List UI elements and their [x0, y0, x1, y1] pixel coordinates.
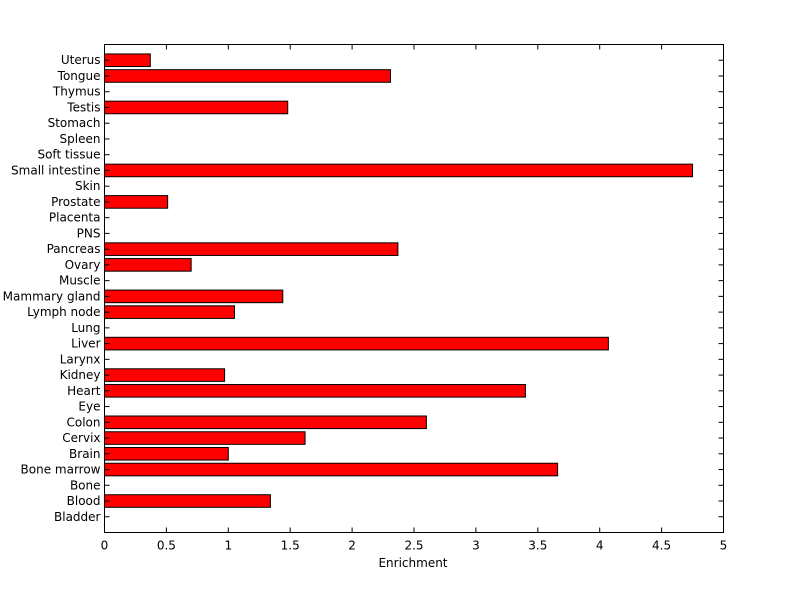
y-tick-label: Liver: [71, 337, 101, 351]
y-tick-label: Pancreas: [47, 242, 101, 256]
x-tick-label: 3: [472, 539, 480, 553]
y-tick-label: Small intestine: [11, 163, 100, 177]
bar: [104, 100, 289, 115]
y-tick-label: Testis: [66, 100, 100, 114]
x-tick-label: 5: [720, 539, 728, 553]
y-tick-label: Placenta: [49, 211, 101, 225]
y-tick-label: Spleen: [60, 132, 101, 146]
x-tick-label: 2.5: [404, 539, 423, 553]
y-tick-label: Brain: [69, 447, 100, 461]
y-tick-label: PNS: [77, 226, 101, 240]
y-tick-label: Larynx: [60, 352, 101, 366]
y-tick-label: Bone: [70, 478, 101, 492]
x-axis-label: Enrichment: [378, 556, 447, 570]
y-tick-label: Muscle: [59, 274, 101, 288]
x-tick-label: 1: [224, 539, 232, 553]
bar: [104, 305, 235, 319]
x-tick-label: 3.5: [528, 539, 547, 553]
x-tick-label: 4.5: [652, 539, 671, 553]
bar: [104, 494, 271, 508]
x-tick-label: 0.5: [157, 539, 176, 553]
y-tick-label: Tongue: [57, 69, 101, 83]
x-tick-label: 4: [596, 539, 604, 553]
bar: [104, 462, 559, 477]
y-tick-label: Soft tissue: [37, 148, 100, 162]
bar: [104, 336, 609, 351]
x-tick-label: 0: [101, 539, 109, 553]
y-tick-label: Colon: [66, 415, 100, 429]
x-tick-label: 2: [348, 539, 356, 553]
x-tick-label: 1.5: [281, 539, 300, 553]
y-tick-label: Ovary: [65, 258, 101, 272]
bar: [104, 242, 399, 256]
y-tick-label: Uterus: [61, 53, 101, 67]
bar: [104, 195, 169, 209]
bar: [104, 289, 284, 304]
bar: [104, 163, 694, 178]
bar: [104, 69, 391, 83]
bar: [104, 258, 192, 272]
bar: [104, 53, 151, 68]
y-tick-label: Kidney: [60, 368, 101, 382]
y-tick-label: Skin: [75, 179, 101, 193]
y-tick-label: Bone marrow: [21, 463, 101, 477]
y-tick-label: Heart: [67, 384, 101, 398]
bar: [104, 384, 526, 398]
y-tick-label: Prostate: [51, 195, 100, 209]
y-tick-label: Blood: [67, 494, 101, 508]
y-tick-label: Lung: [71, 321, 100, 335]
y-tick-label: Lymph node: [27, 305, 100, 319]
y-tick-label: Mammary gland: [3, 289, 101, 303]
y-tick-label: Thymus: [52, 85, 101, 99]
y-tick-label: Eye: [78, 400, 100, 414]
bar: [104, 431, 306, 445]
y-tick-label: Cervix: [62, 431, 100, 445]
bar: [104, 368, 226, 382]
bars-layer: [104, 53, 694, 508]
plot-area-frame: [104, 44, 724, 533]
bar: [104, 446, 229, 461]
bar: [104, 415, 427, 430]
y-tick-label: Stomach: [48, 116, 101, 130]
y-tick-label: Bladder: [54, 510, 101, 524]
